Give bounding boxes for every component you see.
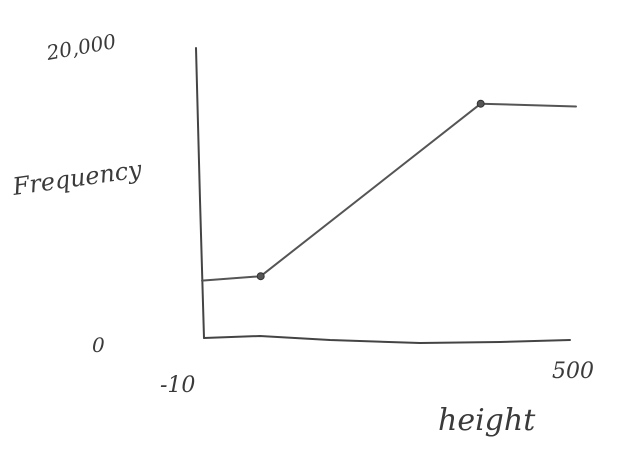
x-axis-label: height [438,403,536,438]
data-point-0-1 [476,99,485,108]
y-tick-label-1: 20,000 [44,29,118,65]
x-tick-label-0: -10 [160,373,195,398]
data-point-0-0 [256,272,265,281]
y-axis-label: Frequency [10,155,144,201]
plot-area [201,99,577,282]
axes [195,47,571,345]
x-tick-label-1: 500 [552,359,594,384]
series-line-0 [201,102,577,282]
y-axis-line [195,47,205,339]
y-tick-label-0: 0 [92,333,105,357]
x-axis-line [203,334,571,345]
